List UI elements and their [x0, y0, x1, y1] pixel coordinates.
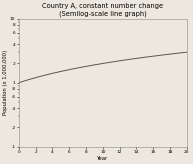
- Title: Country A, constant number change
(Semilog-scale line graph): Country A, constant number change (Semil…: [42, 3, 163, 18]
- X-axis label: Year: Year: [97, 155, 108, 161]
- Y-axis label: Population (x 1,000,000): Population (x 1,000,000): [3, 50, 8, 115]
